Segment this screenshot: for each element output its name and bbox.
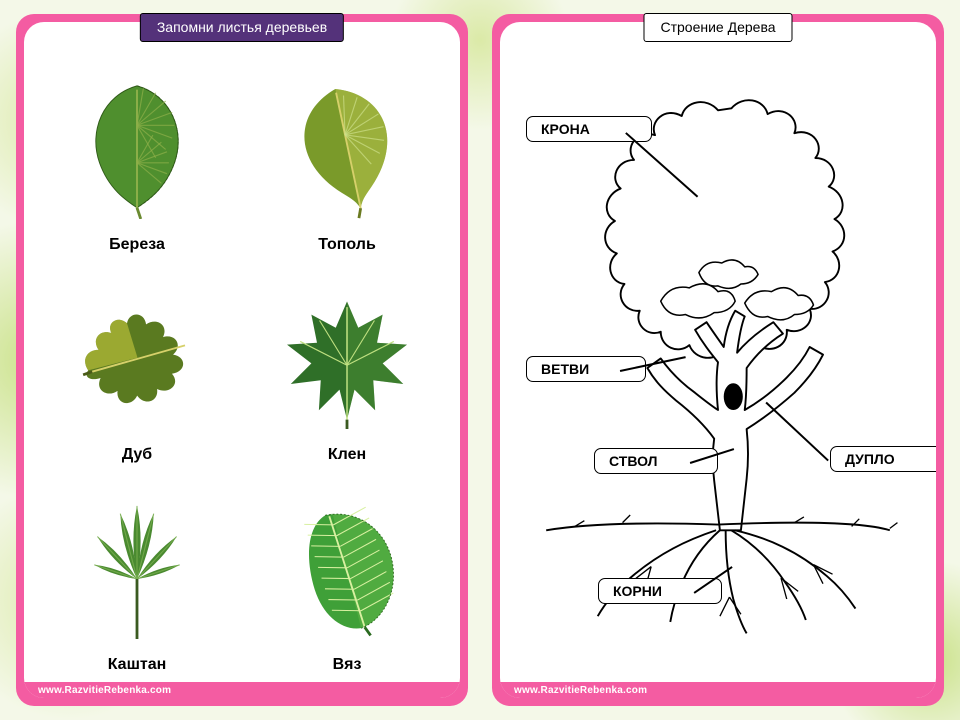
footer-text: www.RazvitieRebenka.com	[24, 685, 171, 696]
leaf-label: Тополь	[318, 234, 376, 260]
chestnut-leaf	[34, 474, 240, 654]
leaves-card-title: Запомни листья деревьев	[140, 13, 344, 42]
footer-text: www.RazvitieRebenka.com	[500, 685, 647, 696]
poplar-leaf	[244, 54, 450, 234]
tree-diagram: КРОНАВЕТВИСТВОЛДУПЛОКОРНИ	[508, 56, 928, 680]
leaf-label: Клен	[328, 444, 366, 470]
tree-card-footer: www.RazvitieRebenka.com	[500, 682, 936, 698]
tree-card-title-wrap: Строение Дерева	[643, 13, 792, 42]
oak-leaf	[34, 264, 240, 444]
leaf-cell: Каштан	[34, 474, 240, 680]
tree-root	[731, 530, 805, 620]
tree-root	[726, 530, 747, 633]
leaves-card-title-wrap: Запомни листья деревьев	[140, 13, 344, 42]
part-label-trunk: СТВОЛ	[594, 448, 718, 474]
leaf-label: Вяз	[333, 654, 362, 680]
page: Запомни листья деревьев Береза Тополь Дуб К…	[0, 0, 960, 720]
leaves-card: Запомни листья деревьев Береза Тополь Дуб К…	[16, 14, 468, 706]
leaf-cell: Береза	[34, 54, 240, 260]
ground-line	[546, 523, 890, 531]
leaf-cell: Дуб	[34, 264, 240, 470]
leaf-cell: Вяз	[244, 474, 450, 680]
birch-leaf	[34, 54, 240, 234]
tree-card-title: Строение Дерева	[643, 13, 792, 42]
tree-card: Строение Дерева	[492, 14, 944, 706]
leaves-grid: Береза Тополь Дуб Клен Каштан Вяз	[34, 54, 450, 680]
leaf-label: Каштан	[108, 654, 167, 680]
part-label-hollow: ДУПЛО	[830, 446, 936, 472]
tree-card-inner: КРОНАВЕТВИСТВОЛДУПЛОКОРНИ www.RazvitieRe…	[500, 22, 936, 698]
leaf-cell: Клен	[244, 264, 450, 470]
part-label-roots: КОРНИ	[598, 578, 722, 604]
tree-root	[670, 530, 720, 622]
maple-leaf	[244, 264, 450, 444]
leaves-card-inner: Береза Тополь Дуб Клен Каштан Вяз www.Razviti…	[24, 22, 460, 698]
tree-hollow	[725, 384, 742, 409]
leaf-label: Береза	[109, 234, 165, 260]
elm-leaf	[244, 474, 450, 654]
leaves-card-footer: www.RazvitieRebenka.com	[24, 682, 460, 698]
leaf-cell: Тополь	[244, 54, 450, 260]
leaf-label: Дуб	[122, 444, 152, 470]
